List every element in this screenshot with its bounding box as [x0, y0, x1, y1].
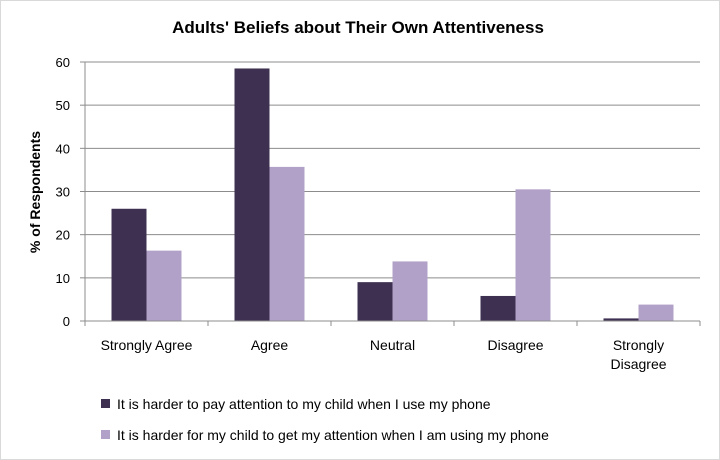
y-tick-label: 30	[56, 185, 70, 200]
bar-series-1-3	[480, 295, 516, 321]
legend-label: It is harder to pay attention to my chil…	[117, 396, 491, 412]
bar-series-2-4	[638, 304, 674, 321]
bar-series-2-2	[392, 261, 428, 321]
bar-series-1-4	[603, 318, 639, 321]
y-tick-label: 10	[56, 271, 70, 286]
gridlines	[85, 61, 700, 279]
x-tick-label: Strongly Agree	[101, 337, 193, 353]
y-tick-label: 0	[63, 314, 70, 329]
x-tick-label: Agree	[251, 337, 289, 353]
bar-series-1-1	[234, 68, 270, 321]
x-tick-label: Disagree	[610, 356, 666, 372]
bar-series-1-2	[357, 282, 393, 321]
x-tick-label: Strongly	[613, 337, 664, 353]
bars	[111, 68, 674, 321]
legend-label: It is harder for my child to get my atte…	[117, 427, 549, 443]
bar-series-1-0	[111, 208, 147, 321]
chart-title: Adults' Beliefs about Their Own Attentiv…	[172, 18, 544, 37]
bar-series-2-3	[515, 189, 551, 321]
y-tick-label: 50	[56, 98, 70, 113]
bar-series-2-1	[269, 166, 305, 321]
y-tick-labels: 0 10 20 30 40 50 60	[56, 55, 70, 329]
x-tick-labels: Strongly Agree Agree Neutral Disagree Strong…	[101, 337, 667, 372]
legend-swatch	[101, 430, 110, 439]
legend-swatch	[101, 399, 110, 408]
y-axis-label: % of Respondents	[27, 131, 43, 253]
x-tick-label: Disagree	[487, 337, 543, 353]
x-tick-label: Neutral	[370, 337, 415, 353]
y-tick-label: 40	[56, 141, 70, 156]
y-tick-label: 60	[56, 55, 70, 70]
y-tick-label: 20	[56, 228, 70, 243]
axes	[80, 61, 701, 326]
bar-series-2-0	[146, 250, 182, 321]
legend: It is harder to pay attention to my chil…	[101, 396, 549, 443]
